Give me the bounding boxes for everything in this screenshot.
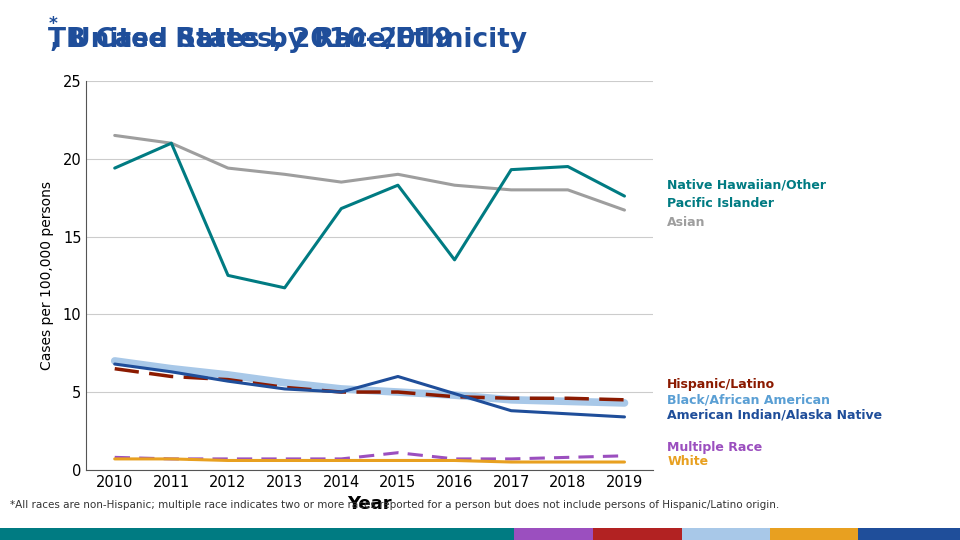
Text: Hispanic/Latino: Hispanic/Latino [667, 378, 776, 391]
Text: TB Case Rates by Race/Ethnicity: TB Case Rates by Race/Ethnicity [48, 27, 527, 53]
Text: *: * [49, 15, 58, 33]
Y-axis label: Cases per 100,000 persons: Cases per 100,000 persons [40, 181, 55, 370]
X-axis label: Year: Year [348, 495, 392, 513]
Text: Black/African American: Black/African American [667, 393, 830, 406]
Text: TB Case Rates by Race/Ethnicity: TB Case Rates by Race/Ethnicity [0, 539, 1, 540]
Text: American Indian/Alaska Native: American Indian/Alaska Native [667, 409, 882, 422]
Text: *All races are non-Hispanic; multiple race indicates two or more races reported : *All races are non-Hispanic; multiple ra… [10, 500, 779, 510]
Text: Pacific Islander: Pacific Islander [667, 197, 774, 211]
Text: , United States, 2010–2019: , United States, 2010–2019 [50, 27, 452, 53]
Text: Multiple Race: Multiple Race [667, 441, 762, 454]
Text: *: * [0, 539, 1, 540]
Text: Native Hawaiian/Other: Native Hawaiian/Other [667, 179, 827, 192]
Text: White: White [667, 455, 708, 468]
Text: Asian: Asian [667, 216, 706, 229]
